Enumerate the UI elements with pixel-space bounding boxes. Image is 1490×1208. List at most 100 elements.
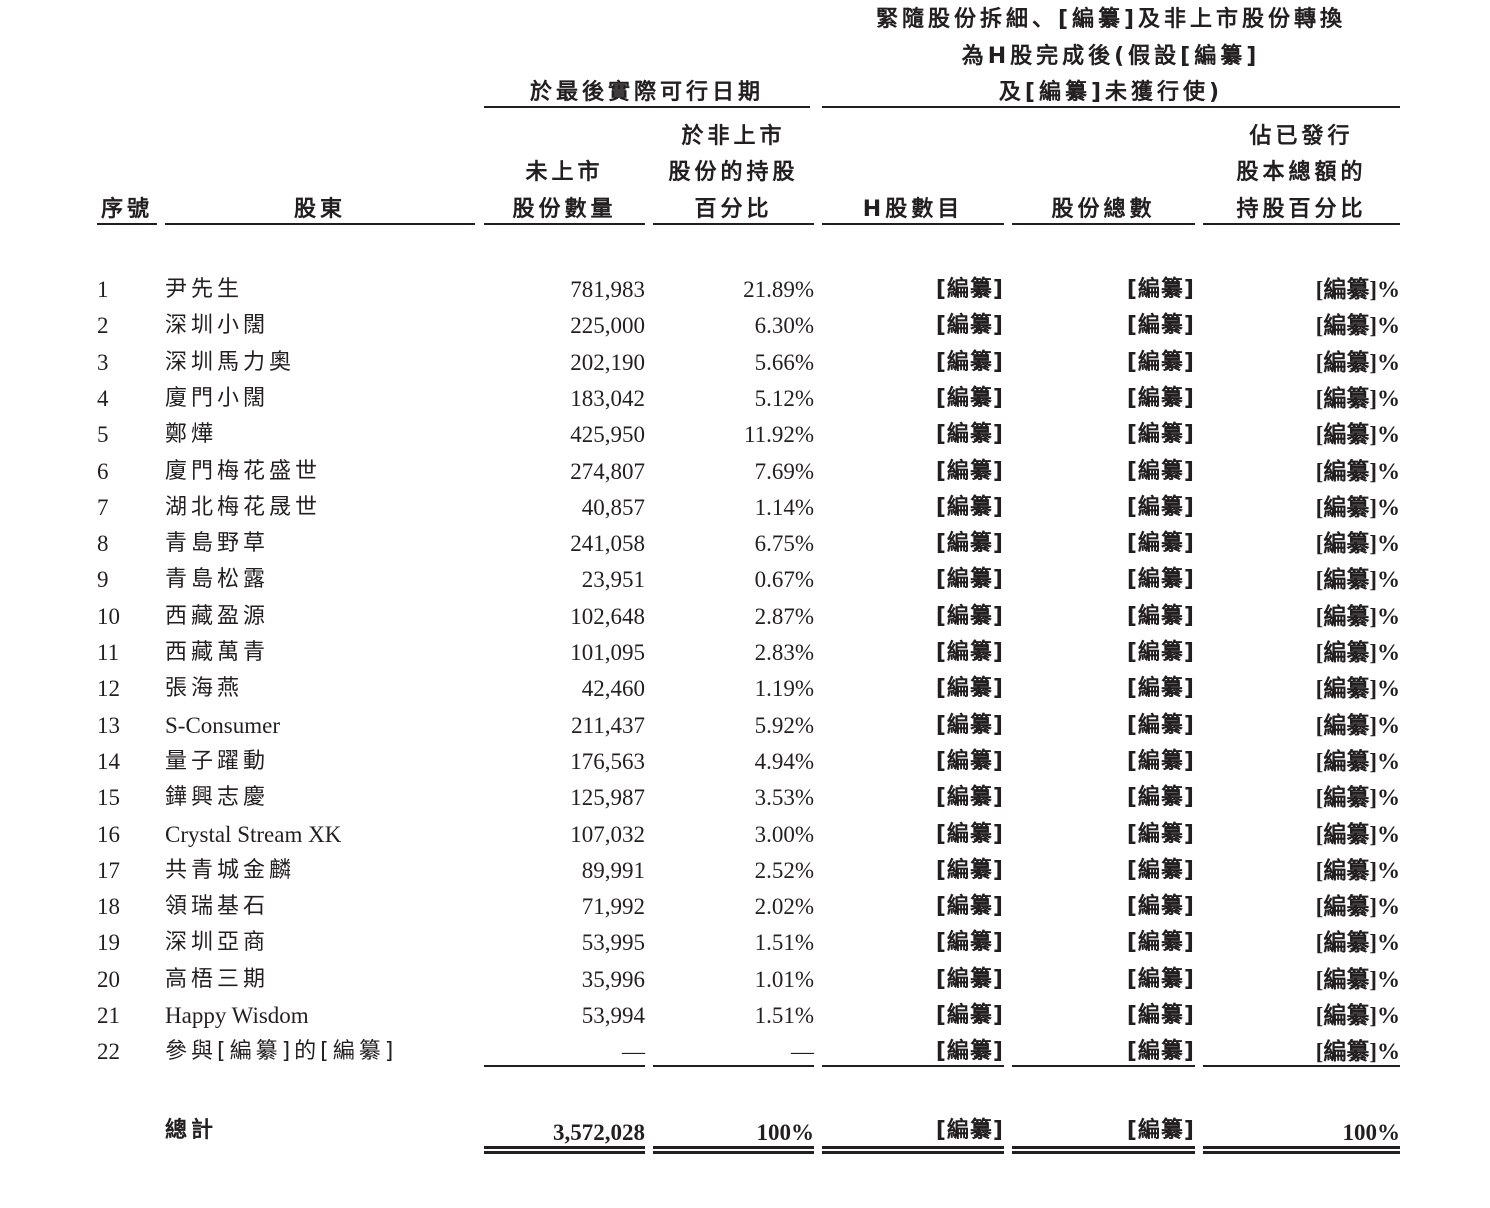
row-h-shares: [編纂]: [935, 531, 1004, 557]
row-number: 18: [97, 894, 120, 920]
row-number: 8: [97, 531, 109, 557]
row-issued-pct: [編纂]%: [1315, 894, 1400, 920]
row-unlisted-pct: 2.52%: [754, 857, 814, 883]
row-unlisted-shares: 107,032: [570, 821, 645, 847]
row-holder: 參與[編纂]的[編纂]: [165, 1039, 398, 1065]
row-unlisted-pct: 5.12%: [754, 385, 814, 411]
row-total-shares: [編纂]: [1126, 966, 1195, 992]
row-total-shares: [編纂]: [1126, 676, 1195, 702]
row-total-shares: [編纂]: [1126, 785, 1195, 811]
row-issued-pct: [編纂]%: [1315, 748, 1400, 774]
total-pct: 100%: [756, 1120, 815, 1145]
row-number: 21: [97, 1003, 120, 1028]
row-holder: 量子躍動: [165, 748, 270, 774]
row-unlisted-shares: 89,991: [581, 857, 645, 883]
row-h-shares: [編纂]: [935, 603, 1004, 629]
subtotal-rule-issued: [1203, 1065, 1400, 1067]
row-h-shares: [編纂]: [935, 894, 1004, 920]
row-number: 7: [97, 494, 109, 520]
header-rule-h: [822, 223, 1004, 225]
group2-header-line3: 及[編纂]未獲行使): [998, 80, 1224, 105]
header-rule-no: [97, 223, 157, 225]
row-unlisted-pct: 21.89%: [743, 277, 814, 302]
row-total-shares: [編纂]: [1126, 640, 1195, 665]
row-holder: 張海燕: [165, 676, 244, 702]
row-holder: 青島野草: [165, 531, 270, 557]
row-number: 9: [97, 567, 109, 593]
row-total-shares: [編纂]: [1126, 894, 1195, 920]
col-header-unlisted-pct-1: 於非上市: [681, 124, 786, 149]
row-holder: 領瑞基石: [165, 894, 270, 920]
group2-header-line2: 為H股完成後(假設[編纂]: [961, 44, 1261, 69]
row-unlisted-shares: 53,994: [581, 1003, 645, 1028]
subtotal-rule-shares: [484, 1065, 645, 1067]
row-unlisted-pct: 4.94%: [754, 748, 814, 774]
row-number: 15: [97, 785, 120, 811]
row-unlisted-pct: 6.75%: [754, 531, 814, 557]
row-issued-pct: [編纂]%: [1315, 785, 1400, 811]
total-double-rule-total: [1012, 1146, 1195, 1154]
row-unlisted-shares: 101,095: [570, 640, 645, 665]
row-holder: Happy Wisdom: [165, 1003, 309, 1028]
row-number: 10: [97, 603, 120, 629]
row-holder: 鏵興志慶: [165, 785, 270, 811]
row-number: 3: [97, 349, 109, 375]
group1-header: 於最後實際可行日期: [529, 80, 764, 105]
total-double-rule-issued: [1203, 1146, 1400, 1154]
row-unlisted-shares: 35,996: [581, 966, 645, 992]
row-h-shares: [編纂]: [935, 676, 1004, 702]
row-total-shares: [編纂]: [1126, 313, 1195, 339]
row-h-shares: [編纂]: [935, 1039, 1004, 1065]
row-unlisted-pct: —: [791, 1039, 814, 1065]
row-unlisted-shares: 71,992: [581, 894, 645, 920]
row-unlisted-shares: 40,857: [581, 494, 645, 520]
row-number: 2: [97, 313, 109, 339]
row-number: 4: [97, 385, 109, 411]
row-holder: 西藏萬青: [165, 640, 270, 665]
row-number: 5: [97, 422, 109, 448]
row-number: 13: [97, 712, 120, 738]
row-h-shares: [編纂]: [935, 857, 1004, 883]
row-number: 14: [97, 748, 120, 774]
subtotal-rule-pct: [653, 1065, 814, 1067]
row-unlisted-shares: 102,648: [570, 603, 645, 629]
row-unlisted-shares: —: [622, 1039, 645, 1065]
row-issued-pct: [編纂]%: [1315, 640, 1400, 665]
group2-header-line1: 緊隨股份拆細、[編纂]及非上市股份轉換: [875, 7, 1347, 32]
row-issued-pct: [編纂]%: [1315, 494, 1400, 520]
row-unlisted-pct: 1.19%: [754, 676, 814, 702]
row-issued-pct: [編纂]%: [1315, 422, 1400, 448]
row-unlisted-pct: 0.67%: [754, 567, 814, 593]
row-unlisted-pct: 2.02%: [754, 894, 814, 920]
row-holder: 鄭燁: [165, 422, 218, 448]
row-issued-pct: [編纂]%: [1315, 857, 1400, 883]
header-rule-shares: [484, 223, 645, 225]
header-rule-total: [1012, 223, 1195, 225]
row-h-shares: [編纂]: [935, 1003, 1004, 1028]
row-unlisted-shares: 241,058: [570, 531, 645, 557]
row-holder: S-Consumer: [165, 712, 280, 738]
row-total-shares: [編纂]: [1126, 277, 1195, 302]
row-holder: 共青城金麟: [165, 857, 296, 883]
row-unlisted-pct: 3.53%: [754, 785, 814, 811]
row-holder: 湖北梅花晟世: [165, 494, 322, 520]
row-unlisted-shares: 176,563: [570, 748, 645, 774]
row-h-shares: [編纂]: [935, 458, 1004, 484]
row-number: 19: [97, 930, 120, 956]
row-holder: 深圳馬力奧: [165, 349, 296, 375]
row-issued-pct: [編纂]%: [1315, 821, 1400, 847]
row-h-shares: [編纂]: [935, 785, 1004, 811]
row-unlisted-pct: 1.01%: [754, 966, 814, 992]
col-header-issued-pct-2: 股本總額的: [1236, 160, 1367, 185]
total-h-shares: [編纂]: [935, 1118, 1004, 1143]
row-unlisted-pct: 3.00%: [754, 821, 814, 847]
row-unlisted-pct: 11.92%: [743, 422, 814, 448]
row-holder: 青島松露: [165, 567, 270, 593]
col-header-unlisted-pct-3: 百分比: [694, 197, 773, 222]
row-h-shares: [編纂]: [935, 494, 1004, 520]
row-issued-pct: [編纂]%: [1315, 603, 1400, 629]
row-holder: 深圳小闊: [165, 313, 270, 339]
row-issued-pct: [編纂]%: [1315, 458, 1400, 484]
row-unlisted-pct: 5.66%: [754, 349, 814, 375]
row-number: 6: [97, 458, 109, 484]
